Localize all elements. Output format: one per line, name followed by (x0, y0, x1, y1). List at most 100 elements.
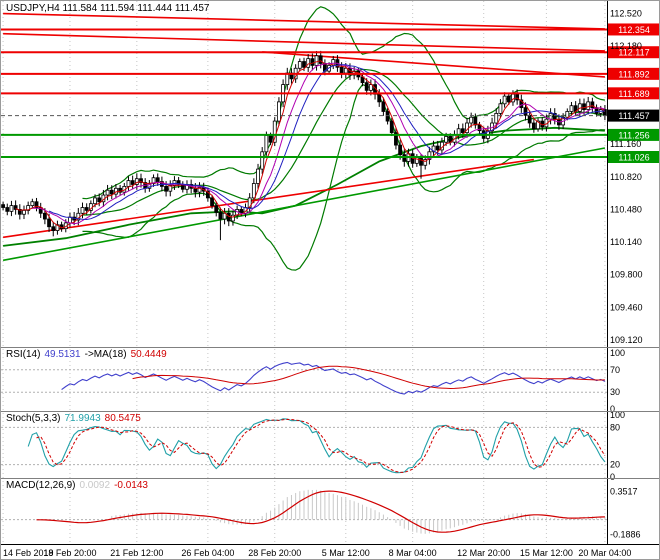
candle-body (473, 116, 478, 126)
candle-body (105, 189, 110, 196)
candle-body (34, 201, 39, 208)
candle-body (531, 122, 536, 130)
macd-signal-line (36, 490, 605, 533)
macd-signal-value: -0.0143 (114, 480, 148, 491)
candle-body (364, 82, 369, 91)
candle-body (565, 111, 570, 118)
candle-body (477, 124, 482, 132)
y-axis-label: 109.800 (610, 270, 643, 280)
stoch-value: 71.9943 (64, 413, 101, 424)
chart-header: USDJPY,H4 111.584 111.594 111.444 111.45… (6, 3, 214, 14)
candle-body (377, 93, 382, 103)
rsi-ma-line (132, 365, 605, 390)
macd-value: 0.0092 (79, 480, 111, 491)
candle-body (97, 197, 102, 203)
rsi-value: 49.5131 (44, 349, 81, 360)
x-axis-label: 18 Feb 20:00 (43, 548, 96, 558)
candle-body (226, 212, 231, 222)
candle-body (22, 209, 26, 215)
candle-body (469, 116, 474, 124)
candle-body (444, 136, 448, 143)
y-axis-label: 112.520 (610, 9, 642, 19)
candle-body (5, 207, 10, 212)
x-axis-label: 14 Feb 2019 (3, 548, 54, 558)
candle-body (139, 178, 143, 183)
candle-body (256, 168, 260, 184)
chart-title: USDJPY,H4 111.584 111.594 111.444 111.45… (6, 3, 210, 14)
candle-body (427, 151, 432, 160)
price-level-label (608, 23, 659, 36)
candle-body (251, 183, 256, 199)
resistance-trendline[interactable] (3, 12, 605, 30)
rsi-header: RSI(14) 49.5131 ->MA(18) 50.4449 (6, 349, 171, 360)
slow-ma-line (2, 126, 605, 247)
support-trendline[interactable] (2, 147, 606, 262)
price-level-text: 111.256 (618, 130, 649, 140)
candle-body (548, 113, 553, 120)
resistance-trendline[interactable] (2, 158, 534, 239)
macd-axis-label: 0.3517 (610, 486, 638, 496)
price-level-text: 111.892 (618, 69, 649, 79)
candle-body (385, 111, 390, 122)
x-axis-label: 28 Feb 20:00 (248, 548, 301, 558)
candle-body (586, 101, 591, 110)
candle-body (260, 151, 265, 170)
macd-axis-label: -0.1886 (610, 530, 641, 540)
price-level-label (608, 87, 659, 100)
resistance-trendline[interactable] (3, 32, 605, 52)
y-axis-label: 112.180 (610, 41, 642, 51)
candle-body (368, 84, 373, 91)
candle-body (506, 95, 511, 103)
candle-body (398, 144, 403, 156)
rsi-ma-name: ->MA(18) (84, 349, 127, 360)
candle-body (210, 197, 214, 206)
candle-body (381, 101, 386, 112)
candle-body (109, 189, 114, 195)
y-axis-label: 109.120 (610, 335, 643, 345)
candle-body (84, 207, 89, 211)
current-price-text: 111.457 (618, 111, 649, 121)
price-level-text: 112.354 (618, 25, 650, 35)
bollinger-upper-band (82, 6, 605, 200)
candle-body (164, 185, 168, 192)
x-axis-label: 20 Mar 04:00 (578, 548, 631, 558)
candle-body (297, 61, 302, 69)
x-axis-label: 26 Feb 04:00 (181, 548, 234, 558)
candle-body (13, 205, 18, 210)
ma-line-8 (32, 62, 606, 225)
candle-body (134, 178, 139, 185)
candle-body (130, 180, 135, 185)
candle-body (582, 103, 586, 110)
candle-body (318, 55, 323, 64)
price-level-label (608, 151, 659, 164)
y-axis-label: 109.460 (610, 302, 643, 312)
rsi-axis-label: 0 (610, 404, 615, 414)
stoch-axis-label: 0 (610, 472, 615, 482)
candle-body (519, 99, 524, 109)
candle-body (460, 128, 465, 134)
price-level-label (608, 46, 659, 59)
price-level-text: 111.026 (618, 153, 649, 163)
candle-body (268, 135, 273, 143)
candle-body (306, 58, 311, 68)
y-axis-label: 110.480 (610, 204, 642, 214)
candle-body (42, 212, 47, 220)
candle-body (197, 186, 202, 193)
candle-body (502, 95, 507, 105)
candle-body (527, 114, 532, 124)
candle-body (176, 180, 181, 185)
x-axis-label: 12 Mar 20:00 (457, 548, 510, 558)
candle-body (51, 226, 56, 231)
candle-body (277, 101, 281, 122)
candle-body (423, 159, 428, 166)
y-axis-label: 111.160 (610, 139, 641, 149)
candle-body (498, 103, 503, 114)
stoch-axis-label: 100 (610, 410, 625, 420)
price-level-label (608, 67, 659, 80)
candle-body (218, 211, 223, 220)
rsi-ma-value: 50.4449 (130, 349, 167, 360)
candle-body (343, 67, 348, 74)
candle-body (17, 209, 22, 215)
candle-body (339, 66, 344, 74)
